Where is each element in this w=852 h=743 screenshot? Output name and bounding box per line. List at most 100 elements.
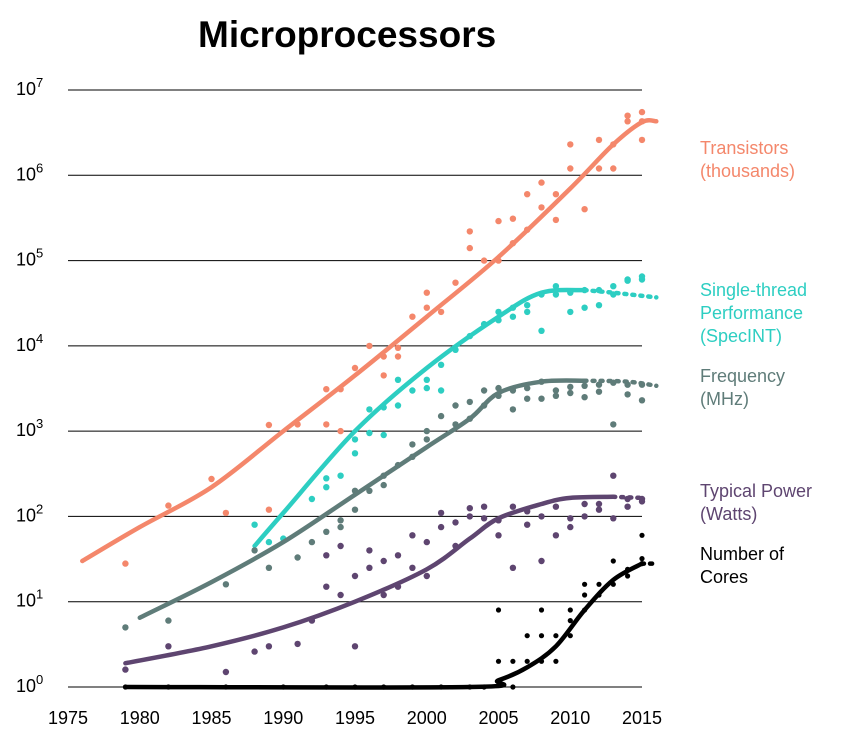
data-point bbox=[380, 431, 387, 439]
data-point bbox=[423, 304, 430, 311]
data-point bbox=[581, 304, 588, 311]
y-tick-label: 107 bbox=[16, 75, 43, 99]
data-point bbox=[208, 475, 215, 483]
data-point bbox=[538, 395, 545, 402]
data-point bbox=[567, 308, 574, 316]
data-point bbox=[595, 165, 603, 172]
y-tick-label: 100 bbox=[16, 672, 43, 696]
data-point bbox=[509, 313, 517, 320]
x-tick-label: 1985 bbox=[191, 708, 231, 728]
data-point bbox=[380, 481, 387, 489]
data-point bbox=[567, 165, 574, 172]
data-point bbox=[524, 302, 531, 309]
data-point bbox=[538, 557, 545, 565]
data-point bbox=[337, 517, 344, 524]
data-point bbox=[480, 257, 488, 264]
legend-label-line: (thousands) bbox=[700, 161, 796, 181]
data-point bbox=[351, 572, 359, 580]
data-point bbox=[409, 387, 416, 394]
data-point bbox=[351, 506, 359, 513]
data-point bbox=[423, 436, 430, 443]
data-point bbox=[595, 506, 603, 513]
legend-label-line: Single-thread bbox=[700, 280, 808, 300]
x-tick-label: 2010 bbox=[550, 708, 590, 728]
data-point bbox=[323, 386, 330, 393]
data-point bbox=[265, 506, 273, 513]
data-point bbox=[366, 429, 373, 437]
data-point bbox=[308, 538, 316, 546]
y-tick-label: 103 bbox=[16, 416, 43, 440]
data-point bbox=[625, 573, 631, 579]
data-point bbox=[510, 684, 516, 690]
data-point bbox=[480, 503, 488, 510]
data-point bbox=[380, 557, 387, 565]
data-point bbox=[610, 165, 617, 172]
series-transistors-thousands bbox=[80, 108, 659, 567]
data-point bbox=[581, 382, 588, 389]
data-point bbox=[265, 538, 273, 546]
data-point bbox=[624, 112, 631, 119]
data-point bbox=[567, 383, 574, 391]
data-point bbox=[567, 633, 573, 639]
data-point bbox=[509, 215, 517, 222]
data-point bbox=[122, 560, 129, 567]
data-point bbox=[538, 327, 545, 334]
trend-line-dotted bbox=[582, 378, 659, 389]
data-point bbox=[423, 538, 430, 546]
data-point bbox=[466, 228, 473, 235]
data-point bbox=[122, 624, 129, 631]
data-point bbox=[265, 564, 273, 571]
data-point bbox=[122, 666, 129, 673]
data-point bbox=[165, 502, 172, 509]
data-point bbox=[509, 406, 517, 413]
data-point bbox=[452, 402, 459, 409]
data-point bbox=[366, 406, 373, 413]
series-frequency-mhz bbox=[122, 378, 659, 631]
data-point bbox=[423, 384, 430, 392]
data-point bbox=[495, 607, 502, 613]
data-point bbox=[222, 668, 230, 676]
data-point bbox=[524, 658, 530, 664]
trend-line bbox=[123, 561, 645, 690]
data-point bbox=[581, 513, 588, 520]
x-tick-label: 2005 bbox=[478, 708, 518, 728]
data-point bbox=[553, 658, 559, 664]
x-tick-label: 2000 bbox=[407, 708, 447, 728]
series-number-of-cores bbox=[122, 532, 659, 690]
y-tick-label: 106 bbox=[16, 160, 43, 184]
x-tick-label: 1990 bbox=[263, 708, 303, 728]
data-point bbox=[222, 581, 230, 588]
data-point bbox=[323, 421, 330, 428]
data-point bbox=[337, 427, 344, 435]
data-point bbox=[452, 279, 459, 286]
data-point bbox=[495, 658, 502, 664]
legend-label: Number of Cores bbox=[700, 543, 784, 589]
legend-label: Typical Power (Watts) bbox=[700, 480, 812, 526]
data-point bbox=[251, 547, 258, 554]
data-point bbox=[610, 421, 617, 428]
data-point bbox=[323, 475, 330, 482]
data-point bbox=[567, 607, 573, 613]
data-point bbox=[552, 387, 560, 394]
data-point bbox=[538, 204, 545, 211]
x-tick-label: 1995 bbox=[335, 708, 375, 728]
data-point bbox=[610, 283, 617, 290]
data-point bbox=[624, 277, 631, 284]
data-point bbox=[409, 313, 416, 320]
data-point bbox=[351, 364, 359, 372]
trend-line-dotted bbox=[611, 494, 645, 501]
data-point bbox=[638, 273, 646, 280]
data-point bbox=[265, 421, 273, 429]
chart-title: Microprocessors bbox=[198, 14, 497, 55]
data-point bbox=[409, 564, 416, 571]
data-point bbox=[323, 552, 330, 559]
data-point bbox=[394, 376, 402, 383]
data-point bbox=[251, 648, 258, 655]
data-point bbox=[394, 344, 402, 351]
data-point bbox=[466, 398, 473, 406]
y-tick-label: 101 bbox=[16, 587, 43, 611]
data-point bbox=[437, 308, 445, 316]
data-point bbox=[639, 556, 645, 562]
data-point bbox=[294, 554, 301, 561]
data-point bbox=[538, 513, 545, 520]
